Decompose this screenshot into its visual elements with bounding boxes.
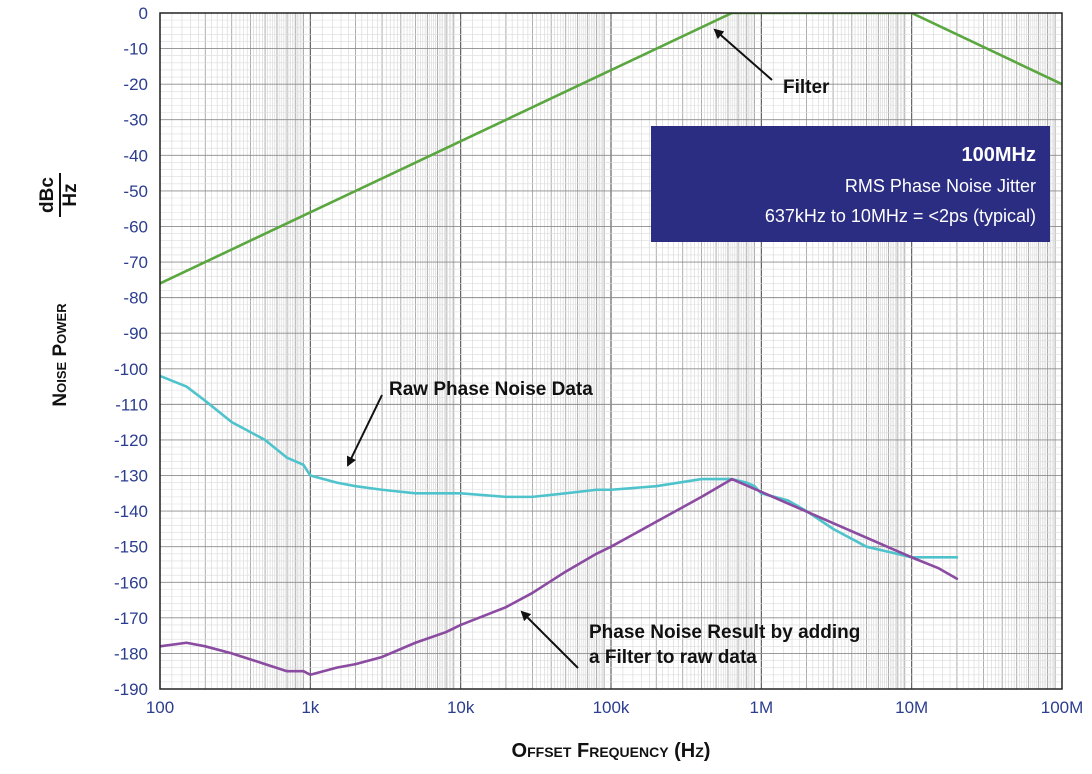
y-tick-label: -170 (114, 609, 148, 628)
y-tick-label: -110 (115, 395, 148, 414)
phase-noise-result-line (160, 477, 959, 677)
plot-frame (159, 12, 1063, 690)
y-axis-label: Noise Power (50, 303, 71, 407)
y-tick-label: -10 (123, 40, 148, 59)
y-axis-title: Noise Power (50, 303, 71, 407)
info-box-title: 100MHz (962, 144, 1036, 166)
y-unit-denominator: Hz (60, 183, 81, 206)
y-tick-label: -80 (123, 289, 148, 308)
y-tick-label: -140 (114, 502, 148, 521)
x-tick-label: 1k (301, 698, 319, 717)
y-axis-unit: dBc Hz (37, 173, 81, 217)
info-box-line1: RMS Phase Noise Jitter (845, 176, 1036, 196)
x-tick-label: 100M (1041, 698, 1084, 717)
series-group (160, 13, 1062, 677)
x-tick-labels: 100 1k 10k 100k 1M 10M 100M (146, 698, 1083, 717)
y-tick-label: 0 (139, 4, 148, 23)
y-tick-label: -150 (114, 538, 148, 557)
result-arrow (520, 610, 579, 669)
annotation-filter: Filter (713, 28, 830, 98)
y-tick-label: -90 (123, 324, 148, 343)
info-box: 100MHz RMS Phase Noise Jitter 637kHz to … (651, 126, 1050, 242)
raw-data-label: Raw Phase Noise Data (389, 379, 593, 400)
result-label-line2: a Filter to raw data (589, 647, 757, 668)
result-label-line1: Phase Noise Result by adding (589, 622, 860, 643)
y-tick-label: -120 (114, 431, 148, 450)
x-axis-title: Offset Frequency (Hz) (512, 740, 711, 762)
y-tick-label: -50 (123, 182, 148, 201)
filter-line (160, 13, 1062, 285)
y-tick-label: -60 (123, 217, 148, 236)
y-tick-labels: 0 -10 -20 -30 -40 -50 -60 -70 -80 -90 -100 -110 -120… (114, 4, 148, 699)
y-tick-label: -100 (114, 360, 148, 379)
y-tick-label: -40 (123, 146, 148, 165)
y-tick-label: -20 (123, 75, 148, 94)
x-tick-label: 100k (593, 698, 630, 717)
x-tick-label: 10k (447, 698, 475, 717)
x-tick-label: 10M (895, 698, 928, 717)
y-tick-label: -180 (114, 644, 148, 663)
annotation-phase-noise-result: Phase Noise Result by adding a Filter to… (520, 610, 860, 669)
x-tick-label: 100 (146, 698, 174, 717)
y-tick-label: -130 (114, 467, 148, 486)
y-tick-label: -190 (114, 680, 148, 699)
filter-arrow (713, 28, 773, 81)
filter-label: Filter (783, 77, 830, 98)
y-unit-numerator: dBc (37, 177, 58, 213)
y-tick-label: -160 (114, 573, 148, 592)
y-tick-label: -30 (123, 111, 148, 130)
info-box-background (651, 126, 1050, 242)
raw-data-arrow (346, 394, 383, 467)
y-tick-label: -70 (123, 253, 148, 272)
raw-phase-noise-line (160, 374, 959, 559)
x-tick-label: 1M (750, 698, 774, 717)
info-box-line2: 637kHz to 10MHz = <2ps (typical) (765, 206, 1036, 226)
annotation-raw-phase-noise: Raw Phase Noise Data (346, 379, 593, 467)
